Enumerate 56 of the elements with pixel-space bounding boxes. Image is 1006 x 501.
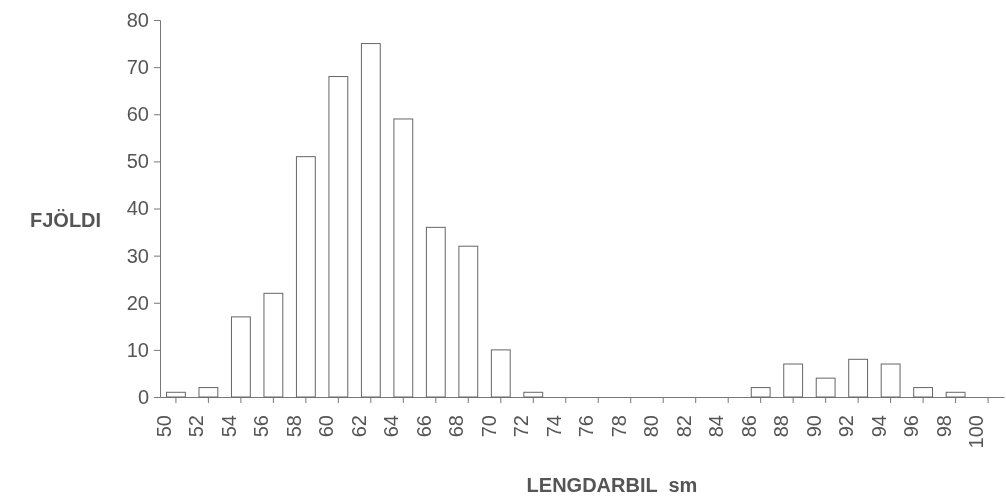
bar [425, 226, 446, 398]
bar [328, 76, 349, 398]
y-tick-label: 50 [126, 150, 149, 173]
bar [750, 387, 771, 398]
x-tick-label: 90 [802, 415, 825, 438]
y-tick-label: 0 [137, 385, 149, 408]
bar [523, 391, 544, 398]
y-tick-label: 40 [126, 197, 149, 220]
bar [945, 391, 966, 398]
x-tick-label: 50 [152, 415, 175, 438]
y-tick-label: 10 [126, 338, 149, 361]
x-tick-label: 92 [835, 415, 858, 438]
x-tick-label: 88 [770, 415, 793, 438]
x-tick-label: 98 [932, 415, 955, 438]
bar [198, 387, 219, 398]
x-tick-label: 72 [510, 415, 533, 438]
bar [360, 43, 381, 398]
x-tick-label: 82 [672, 415, 695, 438]
x-tick-label: 66 [412, 415, 435, 438]
x-tick-label: 64 [380, 415, 403, 438]
bar [913, 387, 934, 398]
y-tick-label: 70 [126, 56, 149, 79]
y-tick-label: 20 [126, 291, 149, 314]
x-axis-title: LENGDARBIL sm [526, 474, 698, 496]
x-tick-label: 80 [640, 415, 663, 438]
x-tick-label: 84 [705, 415, 728, 438]
bar [783, 363, 804, 398]
x-tick-label: 62 [347, 415, 370, 438]
y-tick-label: 30 [126, 244, 149, 267]
y-axis-title: FJÖLDI [30, 208, 102, 231]
x-tick-label: 56 [250, 415, 273, 438]
x-tick-label: 100 [965, 415, 988, 449]
x-tick-label: 52 [185, 415, 208, 438]
x-tick-label: 78 [607, 415, 630, 438]
y-tick-label: 60 [126, 103, 149, 126]
x-tick-label: 94 [867, 415, 890, 438]
x-tick-label: 68 [445, 415, 468, 438]
x-tick-label: 60 [315, 415, 338, 438]
x-tick-label: 70 [477, 415, 500, 438]
bar [393, 118, 414, 398]
bar [263, 292, 284, 398]
bar [230, 316, 251, 398]
x-tick-label: 54 [217, 415, 240, 438]
bar [848, 358, 869, 398]
x-tick-label: 74 [542, 415, 565, 438]
x-tick-label: 86 [737, 415, 760, 438]
x-tick-label: 96 [900, 415, 923, 438]
bar [490, 349, 511, 398]
bar [880, 363, 901, 398]
y-tick-label: 80 [126, 8, 149, 31]
bar [166, 391, 186, 398]
x-tick-label: 58 [282, 415, 305, 438]
bar [815, 377, 836, 398]
x-tick-label: 76 [575, 415, 598, 438]
bar [295, 156, 316, 398]
bar [458, 245, 479, 398]
